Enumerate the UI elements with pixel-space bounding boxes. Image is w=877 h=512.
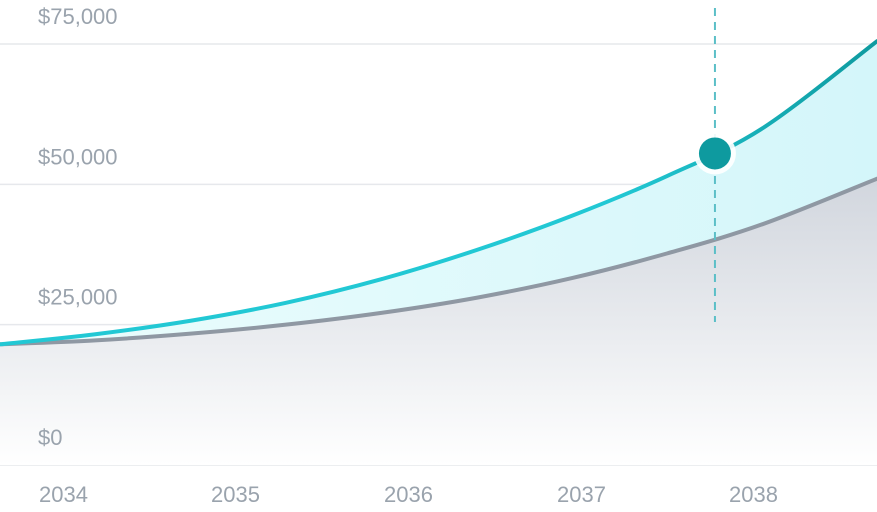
y-tick-label: $75,000: [38, 4, 118, 29]
x-tick-label: 2035: [211, 482, 260, 507]
crosshair-overlay: [693, 8, 736, 322]
area-fills: [0, 41, 877, 465]
series-2-line: [0, 176, 877, 347]
highlight-point: [698, 137, 731, 170]
y-tick-label: $0: [38, 425, 62, 450]
series-2-area: [0, 178, 877, 465]
x-tick-label: 2037: [557, 482, 606, 507]
x-tick-label: 2034: [39, 482, 88, 507]
axis-labels: $75,000 $50,000 $25,000 $0 2034 2035 2036 2037 2…: [38, 4, 778, 507]
y-tick-label: $25,000: [38, 285, 118, 310]
y-tick-label: $50,000: [38, 144, 118, 169]
x-tick-label: 2036: [384, 482, 433, 507]
x-tick-label: 2038: [729, 482, 778, 507]
series-band-area: [0, 41, 877, 345]
